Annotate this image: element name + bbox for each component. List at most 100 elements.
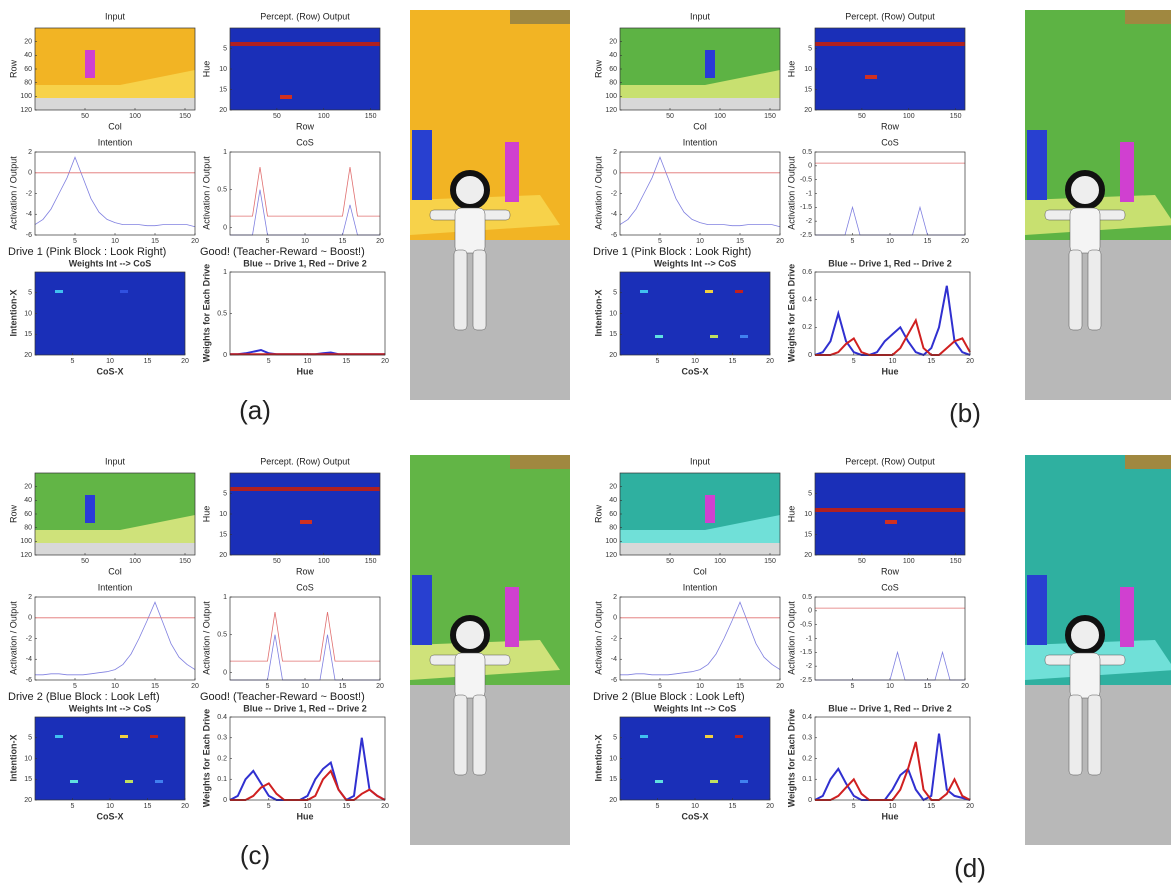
scene-corner	[1125, 10, 1171, 24]
weights-cell	[735, 735, 743, 738]
x-tick-label: 20	[776, 683, 784, 690]
reward-label: Good! (Teacher-Reward ~ Boost!)	[200, 691, 365, 703]
y-axis-label: Activation / Output	[201, 156, 211, 230]
plot-title: CoS	[881, 582, 899, 592]
x-tick-label: 20	[381, 803, 389, 810]
x-tick-label: 100	[129, 558, 141, 565]
x-tick-label: 150	[179, 558, 191, 565]
x-tick-label: 15	[151, 238, 159, 245]
plot-title: Input	[105, 456, 126, 466]
reward-label: Good! (Teacher-Reward ~ Boost!)	[200, 246, 365, 258]
y-tick-label: 0	[613, 170, 617, 177]
x-tick-label: 50	[273, 558, 281, 565]
weights-cell	[655, 780, 663, 783]
scene-blue-box	[1027, 130, 1047, 200]
y-tick-label: 2	[28, 594, 32, 601]
y-tick-label: 20	[24, 352, 32, 359]
y-tick-label: -1	[806, 190, 812, 197]
y-tick-label: 0.3	[802, 735, 812, 742]
y-tick-label: -2	[611, 190, 617, 197]
plot-area	[815, 152, 965, 235]
x-tick-label: 5	[266, 683, 270, 690]
plot-area	[35, 597, 195, 680]
x-tick-label: 15	[736, 238, 744, 245]
x-axis-label: Col	[693, 566, 707, 576]
x-tick-label: 15	[342, 358, 350, 365]
y-axis-label: Weights for Each Drive	[201, 709, 211, 807]
y-axis-label: Weights for Each Drive	[201, 264, 211, 362]
robot-torso	[455, 208, 485, 253]
y-tick-label: -1	[806, 635, 812, 642]
y-tick-label: 20	[609, 39, 617, 46]
y-tick-label: 0.5	[802, 149, 812, 156]
y-tick-label: 120	[20, 552, 32, 559]
weights-image	[35, 717, 185, 800]
x-tick-label: 5	[658, 683, 662, 690]
y-axis-label: Activation / Output	[201, 601, 211, 675]
y-axis-label: Activation / Output	[786, 156, 796, 230]
y-tick-label: 0	[223, 797, 227, 804]
scene-corner	[510, 10, 570, 24]
x-tick-label: 5	[852, 803, 856, 810]
drive-label: Drive 1 (Pink Block : Look Right)	[8, 246, 166, 258]
y-tick-label: 2	[613, 149, 617, 156]
x-tick-label: 5	[851, 238, 855, 245]
x-tick-label: 50	[81, 558, 89, 565]
y-axis-label: Intention-X	[593, 290, 603, 337]
scene-pink-box	[505, 142, 519, 202]
y-tick-label: 0.4	[217, 714, 227, 721]
x-tick-label: 10	[304, 358, 312, 365]
robot-torso	[455, 653, 485, 698]
y-tick-label: 0.1	[217, 776, 227, 783]
y-tick-label: -4	[611, 656, 617, 663]
input-block	[705, 50, 715, 78]
x-tick-label: 20	[766, 803, 774, 810]
y-axis-label: Hue	[201, 506, 211, 523]
percept-image	[815, 473, 965, 555]
x-tick-label: 15	[144, 803, 152, 810]
x-tick-label: 20	[381, 358, 389, 365]
y-tick-label: 1	[223, 594, 227, 601]
robot-leg	[454, 695, 467, 775]
x-tick-label: 10	[889, 803, 897, 810]
y-tick-label: -6	[611, 677, 617, 684]
y-tick-label: 15	[804, 86, 812, 93]
y-axis-label: Row	[8, 60, 18, 79]
y-tick-label: 5	[223, 490, 227, 497]
weights-cell	[55, 290, 63, 293]
y-tick-label: 10	[609, 310, 617, 317]
y-tick-label: -2	[806, 218, 812, 225]
robot-head	[453, 618, 487, 652]
y-tick-label: -1.5	[800, 204, 812, 211]
plot-title: Intention	[683, 582, 718, 592]
weights-cell	[150, 735, 158, 738]
y-tick-label: 5	[808, 490, 812, 497]
percept-spot	[865, 75, 877, 79]
weights-cell	[705, 735, 713, 738]
percept-image	[815, 28, 965, 110]
plot-title: CoS	[881, 137, 899, 147]
x-tick-label: 15	[927, 803, 935, 810]
input-block	[85, 495, 95, 523]
y-tick-label: 40	[609, 497, 617, 504]
x-tick-label: 150	[365, 113, 377, 120]
x-tick-label: 20	[961, 683, 969, 690]
percept-spot	[300, 520, 312, 524]
x-axis-label: Row	[296, 121, 315, 131]
x-tick-label: 10	[886, 683, 894, 690]
y-tick-label: 0.4	[802, 297, 812, 304]
y-tick-label: 10	[804, 66, 812, 73]
plot-title: Input	[690, 11, 711, 21]
y-tick-label: 40	[24, 497, 32, 504]
x-tick-label: 15	[924, 683, 932, 690]
weights-cell	[55, 735, 63, 738]
x-tick-label: 100	[714, 558, 726, 565]
robot-leg	[1088, 250, 1101, 330]
scene-corner	[1125, 455, 1171, 469]
plot-area	[620, 597, 780, 680]
x-tick-label: 10	[106, 358, 114, 365]
y-tick-label: 0.5	[217, 310, 227, 317]
percept-image	[230, 473, 380, 555]
y-tick-label: 0	[28, 170, 32, 177]
